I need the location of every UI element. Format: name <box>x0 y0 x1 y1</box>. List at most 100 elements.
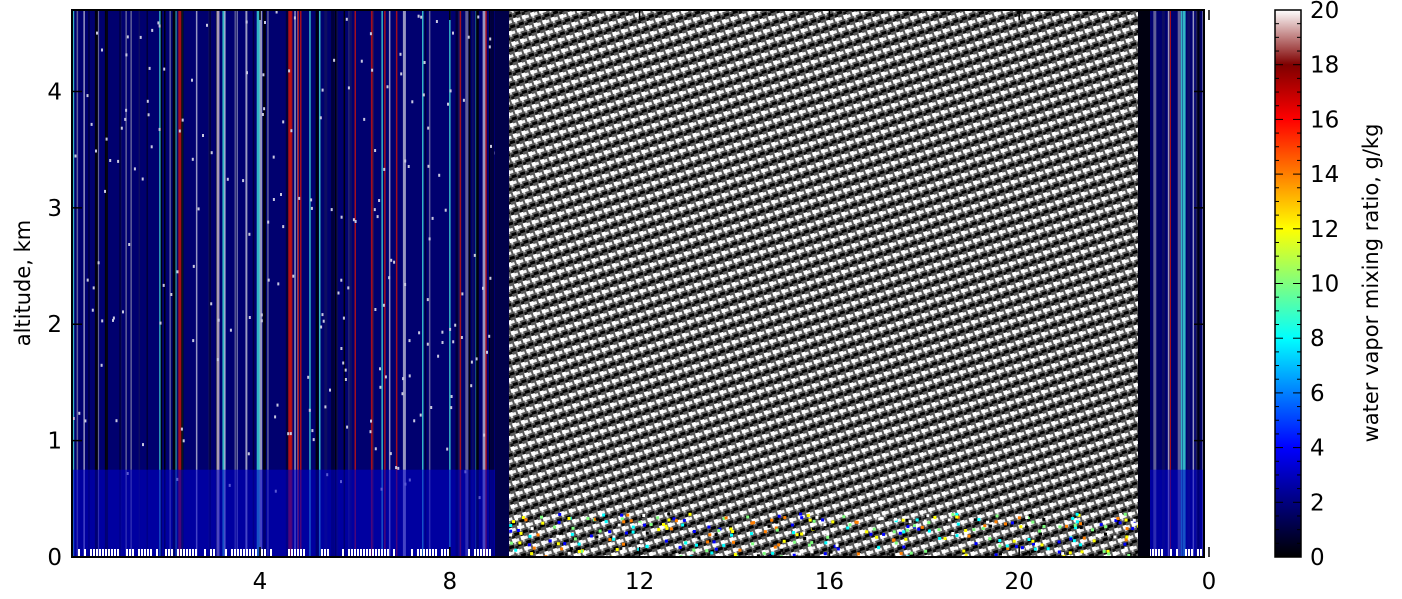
streak <box>334 10 338 557</box>
surface-noise <box>842 515 846 519</box>
surface-noise <box>854 520 858 524</box>
surface-speck <box>432 549 434 557</box>
speck <box>274 415 277 419</box>
surface-speck <box>477 549 479 557</box>
surface-noise <box>792 531 795 535</box>
speck <box>141 177 144 181</box>
surface-speck <box>1155 549 1157 557</box>
surface-noise <box>1025 525 1028 529</box>
x-tick-label: 20 <box>1005 569 1034 595</box>
speck <box>347 286 350 290</box>
surface-noise <box>681 523 685 527</box>
speck <box>97 261 100 265</box>
surface-noise <box>522 516 525 520</box>
speck <box>210 302 213 306</box>
speck <box>371 68 374 72</box>
surface-noise <box>1069 537 1073 541</box>
speck <box>282 120 285 124</box>
speck <box>452 340 455 344</box>
surface-noise <box>951 532 955 535</box>
surface-noise <box>879 516 883 520</box>
colorbar: 0 2 4 6 8 10 12 14 16 18 20 water vapor mixing rat… <box>1274 0 1383 571</box>
surface-speck <box>240 549 242 557</box>
surface-noise <box>901 518 905 522</box>
speck <box>345 17 348 21</box>
surface-noise <box>915 518 919 522</box>
speck <box>399 52 402 56</box>
surface-speck <box>420 549 422 557</box>
surface-noise <box>559 531 563 535</box>
speck <box>158 24 161 28</box>
speck <box>245 20 248 24</box>
speck <box>72 417 75 420</box>
surface-noise <box>831 520 835 524</box>
streak <box>395 10 398 557</box>
surface-noise <box>951 513 955 516</box>
streak <box>176 10 178 557</box>
surface-noise <box>775 528 779 532</box>
surface-speck <box>435 549 437 557</box>
surface-noise <box>998 539 1002 542</box>
surface-noise <box>964 534 968 538</box>
surface-noise <box>792 553 796 557</box>
surface-noise <box>1027 538 1031 541</box>
speck <box>192 339 195 343</box>
speck <box>272 198 275 201</box>
surface-noise <box>995 514 999 518</box>
speck <box>182 439 185 443</box>
surface-noise <box>943 537 947 540</box>
speck <box>488 45 491 49</box>
speck <box>288 69 291 73</box>
surface-noise <box>894 541 898 545</box>
speck <box>202 134 204 137</box>
surface-noise <box>770 518 774 522</box>
speck <box>100 363 103 367</box>
surface-speck <box>177 549 179 557</box>
surface-speck <box>111 549 113 557</box>
y-tick-label: 0 <box>47 545 62 571</box>
surface-noise <box>738 548 742 552</box>
speck <box>276 403 279 407</box>
surface-noise <box>541 521 545 525</box>
speck <box>449 327 452 331</box>
speck <box>180 427 183 431</box>
surface-speck <box>411 549 413 557</box>
speck <box>417 14 420 18</box>
surface-noise <box>746 515 750 519</box>
surface-noise <box>637 547 641 551</box>
speck <box>330 208 333 212</box>
boundary-column <box>1138 10 1150 557</box>
surface-noise <box>724 516 728 520</box>
surface-speck <box>150 549 152 557</box>
surface-noise <box>750 532 753 536</box>
speck <box>475 357 478 361</box>
surface-noise <box>1061 552 1065 556</box>
surface-noise <box>571 526 575 530</box>
colorbar-tick-label: 4 <box>1310 436 1325 462</box>
surface-noise <box>557 520 561 524</box>
streak <box>468 10 471 557</box>
speck <box>420 15 423 19</box>
speck <box>333 58 336 62</box>
surface-speck <box>387 549 389 557</box>
speck <box>374 447 377 451</box>
surface-noise <box>664 524 668 528</box>
speck <box>360 59 363 63</box>
surface-noise <box>938 536 942 540</box>
streak <box>1177 10 1181 557</box>
speck <box>197 207 200 211</box>
speck <box>191 157 194 161</box>
speck <box>486 350 488 354</box>
surface-noise <box>519 531 523 535</box>
surface-noise <box>675 553 679 557</box>
speck <box>446 447 449 451</box>
surface-speck <box>126 549 128 557</box>
speck <box>462 98 465 102</box>
surface-speck <box>372 549 374 557</box>
surface-noise <box>767 524 771 528</box>
surface-noise <box>800 532 804 536</box>
speck <box>122 310 124 314</box>
speck <box>125 53 128 57</box>
surface-noise <box>665 526 669 530</box>
surface-noise <box>642 514 646 517</box>
